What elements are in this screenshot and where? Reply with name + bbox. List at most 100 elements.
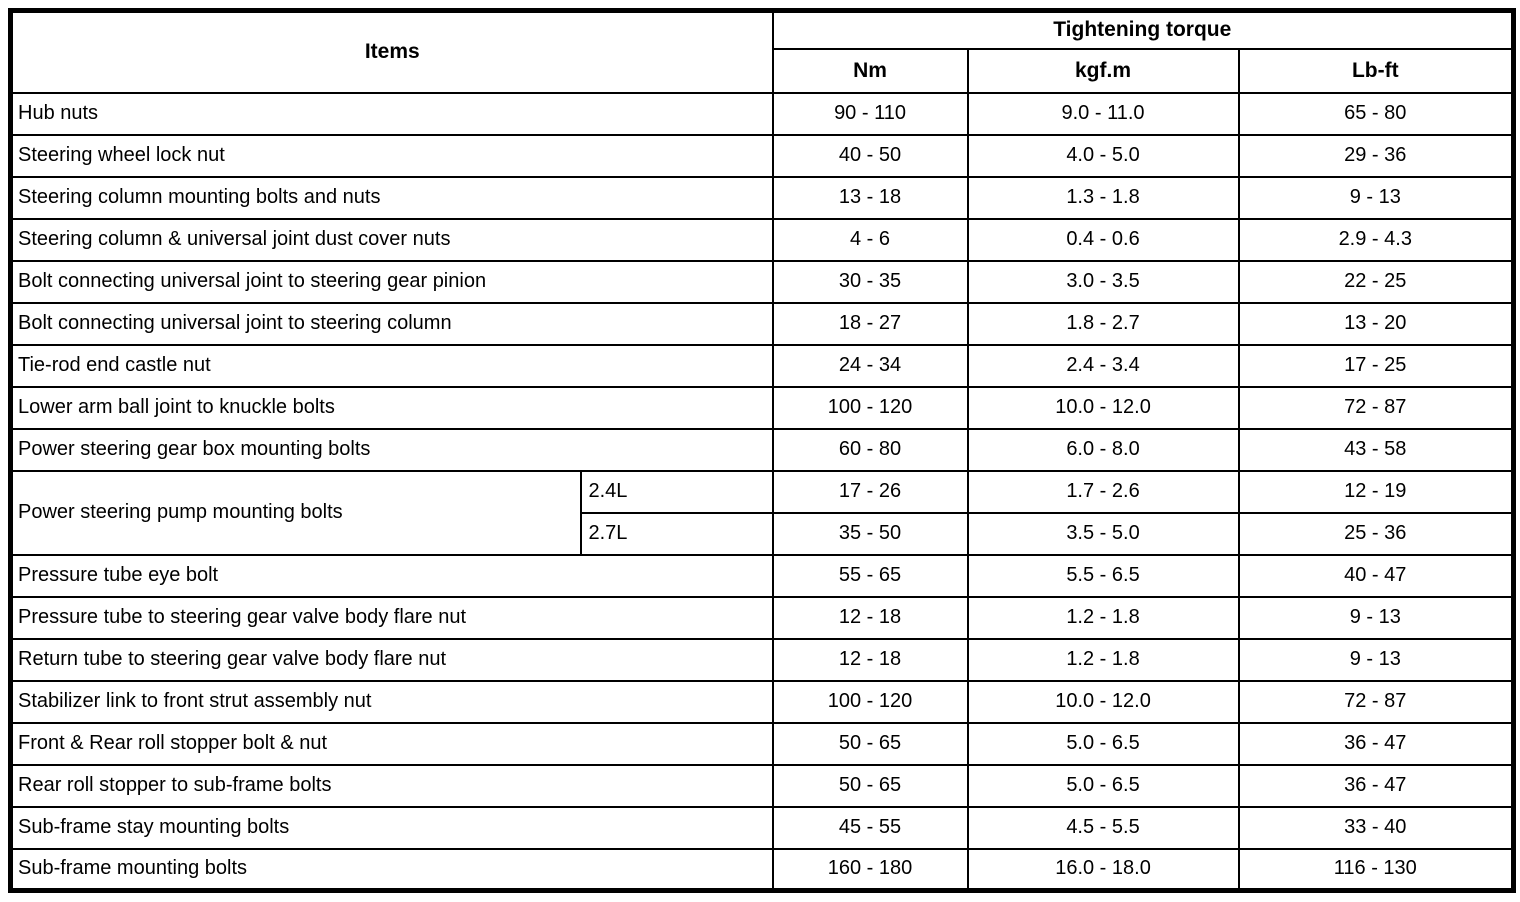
item-cell: Power steering pump mounting bolts — [9, 469, 582, 556]
table-row: Steering wheel lock nut 40 - 50 4.0 - 5.… — [9, 133, 1515, 178]
nm-value-cell: 100 - 120 — [771, 679, 969, 724]
table-row: Pressure tube to steering gear valve bod… — [9, 595, 1515, 640]
item-cell: Front & Rear roll stopper bolt & nut — [9, 721, 774, 766]
table-row: Front & Rear roll stopper bolt & nut 50 … — [9, 721, 1515, 766]
kgfm-value-cell: 9.0 - 11.0 — [966, 91, 1240, 136]
nm-value-cell: 24 - 34 — [771, 343, 969, 388]
lbft-value-cell: 22 - 25 — [1237, 259, 1515, 304]
kgfm-value-cell: 5.5 - 6.5 — [966, 553, 1240, 598]
table-row: Stabilizer link to front strut assembly … — [9, 679, 1515, 724]
kgfm-value-cell: 6.0 - 8.0 — [966, 427, 1240, 472]
item-cell: Bolt connecting universal joint to steer… — [9, 301, 774, 346]
lbft-value-cell: 36 - 47 — [1237, 721, 1515, 766]
item-cell: Steering wheel lock nut — [9, 133, 774, 178]
kgfm-value-cell: 1.8 - 2.7 — [966, 301, 1240, 346]
item-cell: Sub-frame mounting bolts — [9, 847, 774, 892]
engine-variant-cell: 2.7L — [579, 511, 774, 556]
kgfm-value-cell: 1.7 - 2.6 — [966, 469, 1240, 514]
item-cell: Steering column & universal joint dust c… — [9, 217, 774, 262]
item-cell: Lower arm ball joint to knuckle bolts — [9, 385, 774, 430]
lbft-value-cell: 9 - 13 — [1237, 595, 1515, 640]
kgfm-value-cell: 16.0 - 18.0 — [966, 847, 1240, 892]
kgfm-value-cell: 3.5 - 5.0 — [966, 511, 1240, 556]
nm-value-cell: 12 - 18 — [771, 637, 969, 682]
nm-value-cell: 17 - 26 — [771, 469, 969, 514]
lbft-value-cell: 72 - 87 — [1237, 385, 1515, 430]
kgfm-value-cell: 5.0 - 6.5 — [966, 763, 1240, 808]
lbft-value-cell: 12 - 19 — [1237, 469, 1515, 514]
nm-value-cell: 60 - 80 — [771, 427, 969, 472]
item-cell: Bolt connecting universal joint to steer… — [9, 259, 774, 304]
lbft-value-cell: 116 - 130 — [1237, 847, 1515, 892]
unit-header-kgfm: kgf.m — [966, 47, 1240, 94]
item-cell: Sub-frame stay mounting bolts — [9, 805, 774, 850]
lbft-value-cell: 9 - 13 — [1237, 637, 1515, 682]
kgfm-value-cell: 1.2 - 1.8 — [966, 595, 1240, 640]
table-row: Power steering pump mounting bolts 2.4L … — [9, 469, 1515, 556]
table-row: Steering column & universal joint dust c… — [9, 217, 1515, 262]
table-row: Hub nuts 90 - 110 9.0 - 11.0 65 - 80 — [9, 91, 1515, 136]
nm-value-cell: 50 - 65 — [771, 763, 969, 808]
nm-value-cell: 13 - 18 — [771, 175, 969, 220]
item-cell: Return tube to steering gear valve body … — [9, 637, 774, 682]
lbft-value-cell: 65 - 80 — [1237, 91, 1515, 136]
table-row: Bolt connecting universal joint to steer… — [9, 301, 1515, 346]
nm-value-cell: 4 - 6 — [771, 217, 969, 262]
nm-value-cell: 55 - 65 — [771, 553, 969, 598]
item-cell: Pressure tube to steering gear valve bod… — [9, 595, 774, 640]
unit-header-lbft: Lb-ft — [1237, 47, 1515, 94]
lbft-value-cell: 72 - 87 — [1237, 679, 1515, 724]
engine-variant-cell: 2.4L — [579, 469, 774, 514]
nm-value-cell: 30 - 35 — [771, 259, 969, 304]
table-row: Steering column mounting bolts and nuts … — [9, 175, 1515, 220]
nm-value-cell: 50 - 65 — [771, 721, 969, 766]
table-row: 2.7L 35 - 50 3.5 - 5.0 25 - 36 — [11, 511, 1515, 556]
item-cell: Rear roll stopper to sub-frame bolts — [9, 763, 774, 808]
kgfm-value-cell: 4.5 - 5.5 — [966, 805, 1240, 850]
lbft-value-cell: 33 - 40 — [1237, 805, 1515, 850]
nm-value-cell: 160 - 180 — [771, 847, 969, 892]
lbft-value-cell: 13 - 20 — [1237, 301, 1515, 346]
kgfm-value-cell: 5.0 - 6.5 — [966, 721, 1240, 766]
nm-value-cell: 90 - 110 — [771, 91, 969, 136]
tightening-torque-header: Tightening torque — [771, 9, 1515, 50]
nm-value-cell: 35 - 50 — [771, 511, 969, 556]
lbft-value-cell: 17 - 25 — [1237, 343, 1515, 388]
table-row: Rear roll stopper to sub-frame bolts 50 … — [9, 763, 1515, 808]
torque-spec-table: Items Tightening torque Nm kgf.m Lb-ft H… — [8, 8, 1517, 893]
table-row: Tie-rod end castle nut 24 - 34 2.4 - 3.4… — [9, 343, 1515, 388]
kgfm-value-cell: 3.0 - 3.5 — [966, 259, 1240, 304]
item-cell: Stabilizer link to front strut assembly … — [9, 679, 774, 724]
lbft-value-cell: 40 - 47 — [1237, 553, 1515, 598]
nm-value-cell: 100 - 120 — [771, 385, 969, 430]
kgfm-value-cell: 1.2 - 1.8 — [966, 637, 1240, 682]
kgfm-value-cell: 0.4 - 0.6 — [966, 217, 1240, 262]
header-row-units: Nm kgf.m Lb-ft — [11, 47, 1515, 94]
header-row-top: Items Tightening torque — [9, 9, 1515, 94]
lbft-value-cell: 2.9 - 4.3 — [1237, 217, 1515, 262]
items-header: Items — [9, 9, 774, 94]
lbft-value-cell: 9 - 13 — [1237, 175, 1515, 220]
lbft-value-cell: 36 - 47 — [1237, 763, 1515, 808]
nm-value-cell: 40 - 50 — [771, 133, 969, 178]
table-row: Bolt connecting universal joint to steer… — [9, 259, 1515, 304]
item-cell: Power steering gear box mounting bolts — [9, 427, 774, 472]
kgfm-value-cell: 1.3 - 1.8 — [966, 175, 1240, 220]
lbft-value-cell: 25 - 36 — [1237, 511, 1515, 556]
lbft-value-cell: 29 - 36 — [1237, 133, 1515, 178]
table-row: Return tube to steering gear valve body … — [9, 637, 1515, 682]
nm-value-cell: 18 - 27 — [771, 301, 969, 346]
kgfm-value-cell: 10.0 - 12.0 — [966, 385, 1240, 430]
item-cell: Steering column mounting bolts and nuts — [9, 175, 774, 220]
unit-header-nm: Nm — [771, 47, 969, 94]
table-row: Sub-frame mounting bolts 160 - 180 16.0 … — [9, 847, 1515, 892]
table-row: Sub-frame stay mounting bolts 45 - 55 4.… — [9, 805, 1515, 850]
nm-value-cell: 45 - 55 — [771, 805, 969, 850]
item-cell: Hub nuts — [9, 91, 774, 136]
item-cell: Tie-rod end castle nut — [9, 343, 774, 388]
nm-value-cell: 12 - 18 — [771, 595, 969, 640]
item-cell: Pressure tube eye bolt — [9, 553, 774, 598]
kgfm-value-cell: 2.4 - 3.4 — [966, 343, 1240, 388]
lbft-value-cell: 43 - 58 — [1237, 427, 1515, 472]
